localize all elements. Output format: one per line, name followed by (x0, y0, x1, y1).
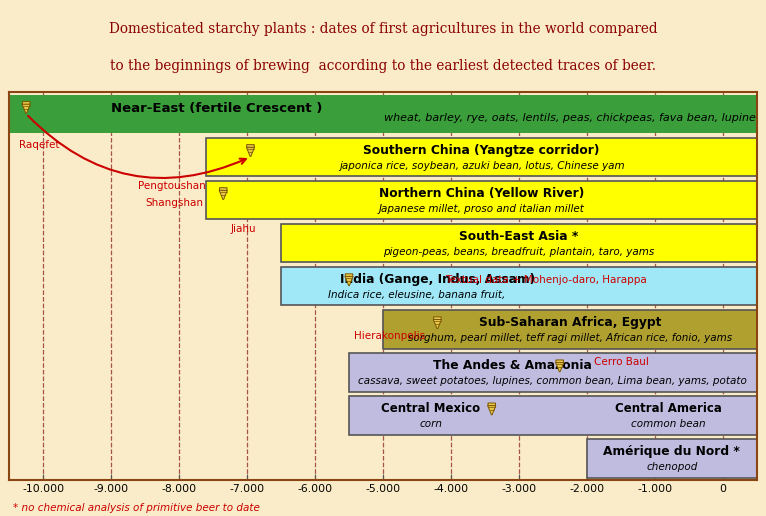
Bar (206, 138, 757, 176)
Text: The Andes & Amazonia: The Andes & Amazonia (433, 359, 591, 372)
Polygon shape (345, 277, 353, 285)
Bar (206, 181, 757, 219)
Polygon shape (555, 363, 564, 372)
Text: chenopod: chenopod (647, 462, 698, 472)
Text: Raqefet: Raqefet (19, 140, 60, 150)
Text: Amérique du Nord *: Amérique du Nord * (604, 445, 740, 458)
Text: Central America: Central America (615, 402, 722, 415)
Text: Domesticated starchy plants : dates of first agricultures in the world compared: Domesticated starchy plants : dates of f… (109, 22, 657, 36)
FancyBboxPatch shape (345, 274, 353, 277)
Text: cassava, sweet potatoes, lupines, common bean, Lima bean, yams, potato: cassava, sweet potatoes, lupines, common… (358, 376, 748, 386)
Text: Textual data + Mohenjo-daro, Harappa: Textual data + Mohenjo-daro, Harappa (445, 275, 647, 285)
Polygon shape (22, 104, 31, 114)
Text: Hierakonpolis: Hierakonpolis (354, 331, 425, 341)
Text: to the beginnings of brewing  according to the earliest detected traces of beer.: to the beginnings of brewing according t… (110, 59, 656, 73)
FancyBboxPatch shape (22, 102, 30, 104)
Polygon shape (488, 406, 496, 415)
Text: sorghum, pearl millet, teff ragi millet, African rice, fonio, yams: sorghum, pearl millet, teff ragi millet,… (408, 333, 732, 343)
Text: Central Mexico: Central Mexico (381, 402, 480, 415)
Text: India (Gange, Indus, Assam): India (Gange, Indus, Assam) (340, 273, 535, 286)
Bar (281, 224, 757, 263)
FancyBboxPatch shape (434, 317, 441, 320)
Text: * no chemical analysis of primitive beer to date: * no chemical analysis of primitive beer… (13, 504, 260, 513)
Text: South-East Asia *: South-East Asia * (460, 230, 578, 243)
Text: Cerro Baul: Cerro Baul (594, 358, 649, 367)
Text: Southern China (Yangtze corridor): Southern China (Yangtze corridor) (363, 144, 600, 157)
Text: Japanese millet, proso and italian millet: Japanese millet, proso and italian mille… (378, 204, 584, 214)
Bar (349, 396, 757, 434)
FancyBboxPatch shape (247, 144, 254, 148)
Text: Near-East (fertile Crescent ): Near-East (fertile Crescent ) (111, 102, 322, 115)
FancyBboxPatch shape (556, 360, 564, 363)
FancyBboxPatch shape (488, 403, 496, 406)
Polygon shape (247, 147, 254, 156)
Text: Pengtoushan: Pengtoushan (139, 181, 206, 190)
FancyBboxPatch shape (220, 188, 227, 190)
Bar (9, 94, 757, 133)
Text: japonica rice, soybean, azuki bean, lotus, Chinese yam: japonica rice, soybean, azuki bean, lotu… (339, 160, 624, 171)
Bar (281, 267, 757, 305)
Text: pigeon-peas, beans, breadfruit, plantain, taro, yams: pigeon-peas, beans, breadfruit, plantain… (383, 247, 655, 256)
Text: Northern China (Yellow River): Northern China (Yellow River) (379, 187, 584, 200)
Polygon shape (434, 319, 441, 329)
Bar (349, 353, 757, 392)
Text: wheat, barley, rye, oats, lentils, peas, chickpeas, fava bean, lupine: wheat, barley, rye, oats, lentils, peas,… (385, 113, 756, 123)
Text: corn: corn (419, 419, 442, 429)
Bar (383, 310, 757, 348)
Text: Indica rice, eleusine, banana fruit,: Indica rice, eleusine, banana fruit, (329, 289, 506, 300)
Text: Sub-Saharan Africa, Egypt: Sub-Saharan Africa, Egypt (479, 316, 661, 329)
Text: Shangshan: Shangshan (145, 198, 203, 208)
Bar (587, 439, 757, 478)
Polygon shape (219, 190, 228, 200)
Text: common bean: common bean (631, 419, 705, 429)
Text: Jiahu: Jiahu (231, 224, 257, 234)
